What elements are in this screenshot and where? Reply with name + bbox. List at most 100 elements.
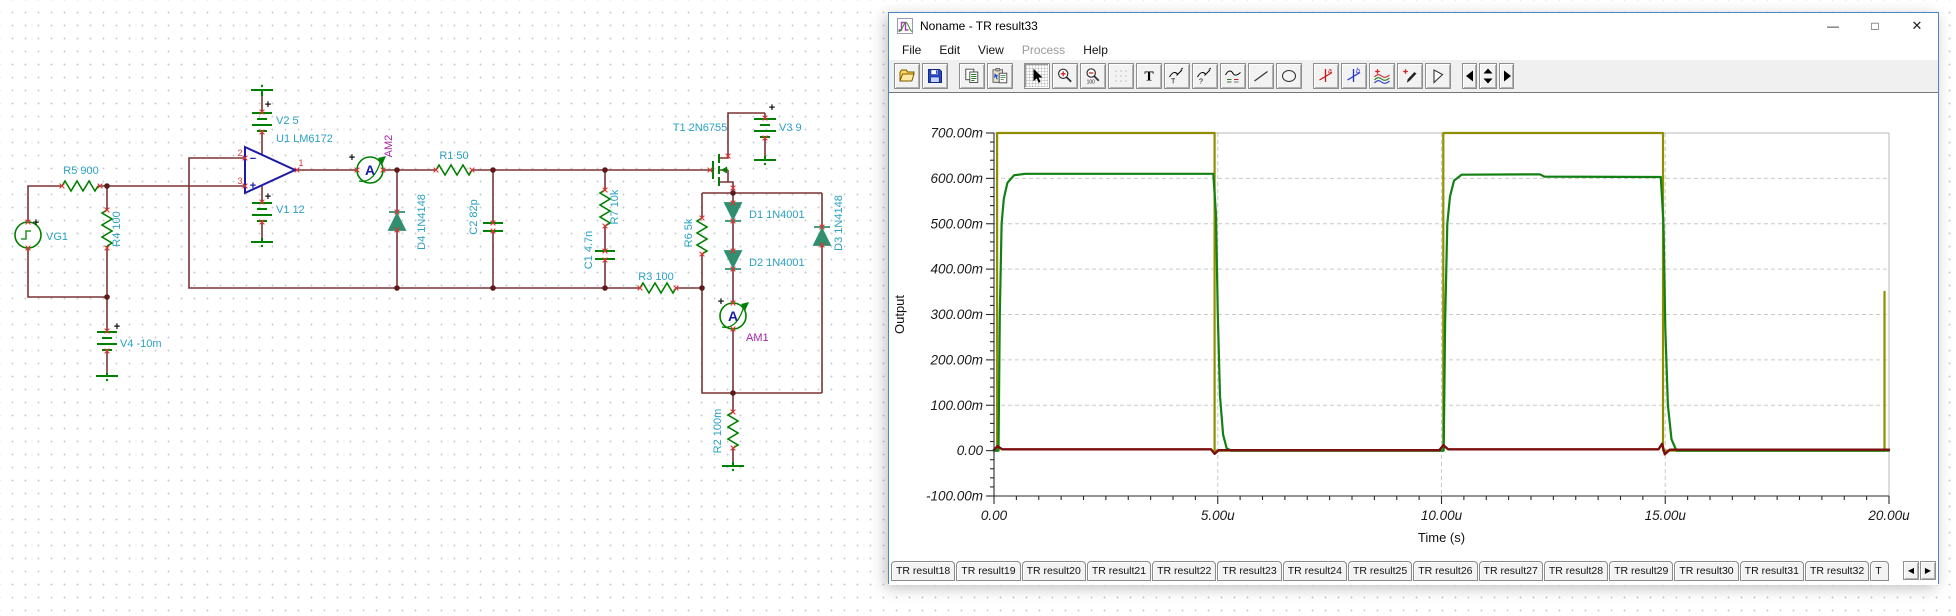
flag-icon [1429,67,1447,85]
tab-tr-result31[interactable]: TR result31 [1739,561,1804,581]
wire[interactable] [27,96,823,462]
schematic-label: A [728,308,738,324]
tab-tr-result23[interactable]: TR result23 [1217,561,1282,581]
menu-item-view[interactable]: View [978,42,1004,57]
close-button[interactable]: ✕ [1911,18,1923,33]
waveform-chart[interactable]: 700.00m 600.00m 500.00m 400.00m 300.00m 200.0… [889,93,1936,560]
schematic-label: V3 9 [779,122,802,134]
tab-tr-result27[interactable]: TR result27 [1478,561,1543,581]
tab-tr-result32[interactable]: TR result32 [1804,561,1870,581]
plot-window: Noname - TR result33 — □ ✕ File Edit View P… [888,12,1939,585]
save-icon [926,67,944,85]
wires[interactable] [27,96,823,462]
tab-tr-result19[interactable]: TR result19 [956,561,1021,581]
tab-tr-result29[interactable]: TR result29 [1609,561,1674,581]
svg-text:200.00m: 200.00m [929,352,983,367]
tab-tr-result30[interactable]: TR result30 [1674,561,1739,581]
toolbar-text-button[interactable]: T [1136,63,1162,89]
schematic-label: R7 10k [609,189,621,224]
schematic-canvas[interactable]: R5 900 VG1 R4 100 V4 -10m V2 5 U1 LM6172 V1 12… [0,0,888,616]
svg-text:0.00: 0.00 [981,508,1008,523]
component-capacitors[interactable] [483,222,615,260]
tab-overflow-partial[interactable]: T [1870,561,1890,581]
tab-tr-result26[interactable]: TR result26 [1413,561,1478,581]
menu-item-help[interactable]: Help [1083,42,1108,57]
menu-item-file[interactable]: File [902,42,922,57]
tab-tr-result21[interactable]: TR result21 [1086,561,1152,581]
toolbar-cursor-a-button[interactable]: a [1313,63,1339,89]
nav-right-icon [1498,67,1516,85]
toolbar-legend-button[interactable] [1220,63,1246,89]
component-mosfet-t1[interactable] [712,154,727,186]
paste-icon [991,67,1009,85]
toolbar-curve-query-button[interactable]: ? [1192,63,1218,89]
maximize-button[interactable]: □ [1871,19,1879,33]
svg-text:100.00m: 100.00m [930,398,983,413]
schematic-label: R5 900 [63,165,98,177]
svg-text:20.00u: 20.00u [1867,508,1910,523]
toolbar-cursor-button[interactable] [1024,63,1050,89]
toolbar-save-button[interactable] [922,63,948,89]
schematic-label: + [349,152,355,164]
svg-text:10.00u: 10.00u [1421,508,1463,523]
schematic-label: R6 5k [683,218,695,247]
toolbar-cursor-b-button[interactable]: b [1341,63,1367,89]
curve-label-icon: T [1168,67,1186,85]
svg-text:5.00u: 5.00u [1201,508,1235,523]
chart-gridlines [994,132,1890,496]
schematic-label: R4 100 [111,211,123,246]
toolbar-curve-label-button[interactable]: T [1164,63,1190,89]
schematic-label: R1 50 [439,150,468,162]
tab-tr-result28[interactable]: TR result28 [1543,561,1609,581]
ellipse-icon [1280,67,1298,85]
text-icon: T [1140,67,1158,85]
tab-tr-result18[interactable]: TR result18 [891,561,956,581]
toolbar-pen-plus-button[interactable] [1397,63,1423,89]
toolbar-open-button[interactable] [894,63,920,89]
schematic-label: + [250,180,256,192]
battery-plates[interactable] [97,112,776,351]
schematic-label: R3 100 [638,271,673,283]
schematic-label: − [250,153,256,165]
schematic-label: + [33,217,39,229]
toolbar-paste-button[interactable] [987,63,1013,89]
schematic-labels: R5 900 VG1 R4 100 V4 -10m V2 5 U1 LM6172 V1 12… [33,99,845,453]
nav-left-icon [1461,67,1479,85]
tab-tr-result24[interactable]: TR result24 [1282,561,1347,581]
tab-scroll-right-button[interactable]: ▶ [1920,561,1936,580]
toolbar-grid-button[interactable] [1108,63,1134,89]
toolbar-line-button[interactable] [1248,63,1274,89]
tab-scroll-left-button[interactable]: ◀ [1903,561,1919,580]
toolbar-copy-button[interactable] [959,63,985,89]
resistor-symbol[interactable] [61,163,740,449]
tab-tr-result20[interactable]: TR result20 [1021,561,1086,581]
menu-item-process: Process [1021,42,1066,57]
capacitor-plates[interactable] [483,222,615,260]
toolbar-ellipse-button[interactable] [1276,63,1302,89]
toolbar-zoom-in-button[interactable] [1052,63,1078,89]
tab-tr-result25[interactable]: TR result25 [1347,561,1413,581]
components[interactable] [14,84,832,472]
component-batteries[interactable] [97,112,776,351]
svg-text:T: T [1144,70,1154,85]
toolbar-zoom-out-button[interactable]: 100 [1080,63,1106,89]
schematic-label: U1 LM6172 [276,133,333,145]
toolbar-spin-button[interactable] [1479,63,1497,89]
toolbar-nav-left-button[interactable] [1462,63,1477,89]
tab-tr-result22[interactable]: TR result22 [1152,561,1217,581]
title-bar[interactable]: Noname - TR result33 — □ ✕ [889,13,1938,39]
menu-item-edit[interactable]: Edit [939,42,961,57]
schematic-label: AM2 [383,135,395,158]
schematic-label: 2 [237,148,242,158]
zoom-out-icon: 100 [1084,67,1102,85]
chart-area[interactable]: 700.00m 600.00m 500.00m 400.00m 300.00m 200.0… [889,93,1938,560]
toolbar-multi-curve-button[interactable] [1369,63,1395,89]
svg-text:600.00m: 600.00m [930,171,983,186]
minimize-button[interactable]: — [1827,19,1839,33]
component-opamp-u1[interactable] [244,145,298,195]
component-resistors[interactable] [61,163,740,449]
tab-nav: ◀ ▶ [1902,561,1936,580]
toolbar-nav-right-button[interactable] [1499,63,1514,89]
toolbar-flag-button[interactable] [1425,63,1451,89]
grid-icon [1112,67,1130,85]
